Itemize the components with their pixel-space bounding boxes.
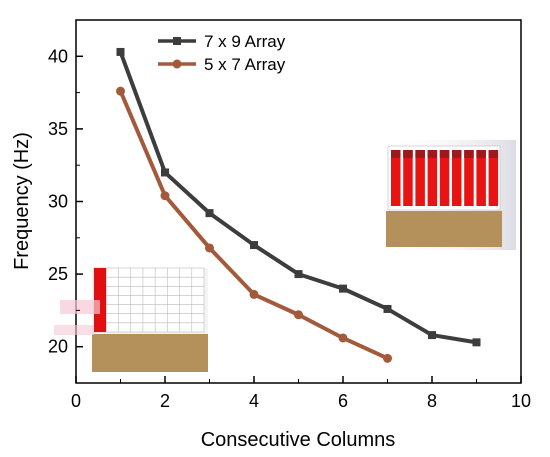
inset-column-cap xyxy=(427,150,438,158)
data-point xyxy=(249,289,259,299)
data-point xyxy=(161,168,169,177)
inset-red-column xyxy=(427,150,438,206)
inset-red-column xyxy=(488,150,499,206)
y-tick-label: 25 xyxy=(48,264,68,284)
inset-column-cap xyxy=(476,150,486,158)
data-point xyxy=(338,333,348,343)
legend-marker-5x7 xyxy=(172,59,182,69)
x-tick-label: 6 xyxy=(338,391,348,411)
y-axis-title: Frequency (Hz) xyxy=(11,132,33,270)
data-point xyxy=(383,353,392,363)
inset-column-cap xyxy=(464,150,474,158)
data-point xyxy=(428,331,436,340)
data-point xyxy=(116,86,125,96)
inset-red-column xyxy=(403,150,413,206)
data-point xyxy=(250,241,258,250)
data-point xyxy=(383,304,392,313)
y-axis: 20 25 30 35 40 xyxy=(48,19,83,384)
legend-marker-7x9 xyxy=(173,37,181,45)
x-axis-title: Consecutive Columns xyxy=(201,429,396,451)
data-point xyxy=(205,243,214,253)
y-tick-label: 20 xyxy=(48,337,68,357)
inset-red-column xyxy=(464,150,474,206)
inset-column-cap xyxy=(403,150,413,158)
data-point xyxy=(294,270,303,279)
data-point xyxy=(205,209,214,218)
inset-red-column xyxy=(439,150,450,206)
x-tick-label: 4 xyxy=(249,391,259,411)
legend: 7 x 9 Array 5 x 7 Array xyxy=(158,32,286,74)
series-layer xyxy=(116,47,481,363)
data-point xyxy=(339,284,347,293)
legend-label-7x9: 7 x 9 Array xyxy=(204,32,286,51)
y-tick-label: 30 xyxy=(48,192,68,212)
inset-column-cap xyxy=(452,150,462,158)
inset-red-column xyxy=(476,150,486,206)
legend-label-5x7: 5 x 7 Array xyxy=(204,55,286,74)
inset-column-cap xyxy=(415,150,425,158)
inset-column-cap xyxy=(391,150,401,158)
inset-red-column xyxy=(452,150,462,206)
x-tick-label: 8 xyxy=(427,391,437,411)
inset-7x9-array-image xyxy=(386,140,516,250)
data-point xyxy=(160,191,170,201)
y-tick-label: 40 xyxy=(48,46,68,66)
x-tick-label: 0 xyxy=(71,391,81,411)
inset-red-column xyxy=(415,150,425,206)
inset-red-column xyxy=(391,150,401,206)
inset-column-cap xyxy=(488,150,499,158)
data-point xyxy=(294,310,303,320)
inset-5x7-array-image xyxy=(54,267,208,372)
data-point xyxy=(472,338,481,347)
x-tick-label: 2 xyxy=(160,391,170,411)
x-axis: 0 2 4 6 8 10 xyxy=(71,376,531,411)
y-tick-label: 35 xyxy=(48,119,68,139)
x-tick-label: 10 xyxy=(511,391,531,411)
data-point xyxy=(116,47,125,56)
inset-column-cap xyxy=(439,150,450,158)
